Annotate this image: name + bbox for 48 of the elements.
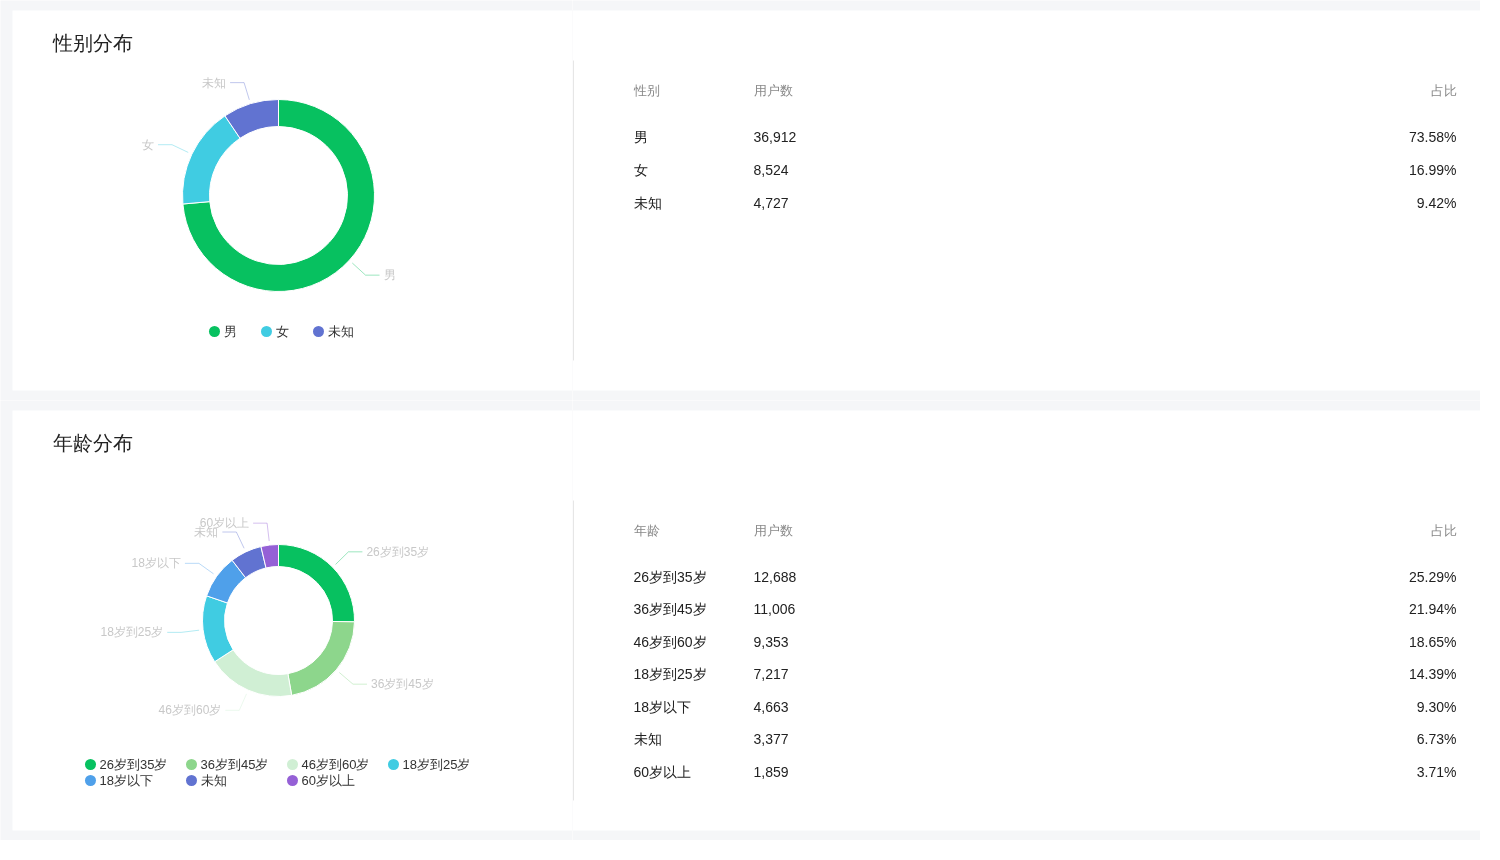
- text: 年龄: [633, 523, 660, 538]
- text: 未知: [633, 731, 662, 747]
- chart-title: 年龄分布: [52, 431, 133, 454]
- text: 16.99%: [1409, 161, 1457, 178]
- text: 用户数: [753, 83, 793, 98]
- text: 26岁到35岁: [633, 568, 707, 585]
- text: 占比: [1430, 523, 1457, 538]
- text: 11,006: [753, 601, 796, 617]
- text: 14.39%: [1409, 666, 1457, 682]
- text: 3.71%: [1416, 763, 1457, 780]
- text: 73.58%: [1409, 128, 1457, 145]
- text: 46岁到60岁: [633, 633, 707, 650]
- text: 未知: [633, 194, 662, 211]
- text: 36,912: [753, 128, 797, 145]
- legend-label: 18岁以下: [99, 773, 153, 788]
- text: 4,663: [753, 698, 789, 715]
- text: 男: [633, 128, 648, 145]
- text: 60岁以上: [633, 763, 692, 780]
- text: 1,859: [753, 763, 789, 780]
- text: 21.94%: [1409, 601, 1457, 617]
- text: 18岁以下: [633, 698, 692, 715]
- text: 18.65%: [1409, 633, 1457, 650]
- text: 9,353: [753, 633, 789, 650]
- text: 女: [633, 161, 648, 178]
- legend-label: 未知: [200, 773, 227, 788]
- text: 7,217: [753, 666, 789, 682]
- legend-label: 60岁以上: [301, 773, 355, 788]
- legend-label: 男: [223, 324, 237, 339]
- text: 8,524: [753, 161, 789, 178]
- text: 9.42%: [1416, 194, 1457, 211]
- text: 18岁到25岁: [633, 666, 707, 682]
- text: 4,727: [753, 194, 789, 211]
- text: 12,688: [753, 568, 797, 585]
- text: 占比: [1430, 83, 1457, 98]
- text: 3,377: [753, 731, 789, 747]
- legend-label: 46岁到60岁: [301, 757, 370, 772]
- legend-label: 26岁到35岁: [99, 757, 168, 772]
- legend-label: 18岁到25岁: [402, 757, 471, 772]
- text: 6.73%: [1416, 731, 1457, 747]
- text: 9.30%: [1416, 698, 1457, 715]
- text: 性别: [632, 83, 660, 98]
- legend-label: 未知: [327, 324, 354, 339]
- text: 用户数: [753, 523, 793, 538]
- legend-label: 女: [275, 324, 289, 339]
- legend-label: 36岁到45岁: [200, 757, 269, 772]
- text: 25.29%: [1409, 568, 1457, 585]
- chart-title: 性别分布: [51, 31, 133, 54]
- text: 36岁到45岁: [633, 601, 707, 617]
